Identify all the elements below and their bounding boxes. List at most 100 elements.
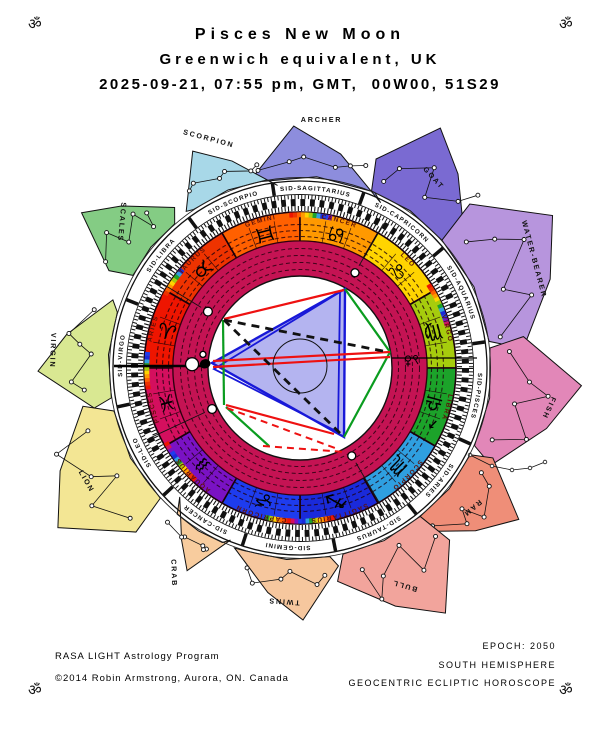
direction-arrow-icon: ↙ xyxy=(428,418,439,433)
om-symbol-top-left: ॐ xyxy=(28,15,42,33)
program-credit: RASA LIGHT Astrology Program ©2014 Robin… xyxy=(55,646,289,690)
star-dot xyxy=(478,470,484,476)
star-dot xyxy=(526,379,532,385)
om-symbol-bottom-right: ॐ xyxy=(559,681,573,699)
star-dot xyxy=(91,307,97,313)
constellation-label: SCORPION xyxy=(182,127,235,149)
star-dot xyxy=(506,349,512,354)
om-symbol-bottom-left: ॐ xyxy=(28,681,42,699)
copyright: ©2014 Robin Armstrong, Aurora, ON. Canad… xyxy=(55,673,289,684)
star-dot xyxy=(512,401,518,407)
star-dot xyxy=(278,576,284,582)
star-dot xyxy=(497,334,503,340)
star-dot xyxy=(144,210,150,216)
planet-glyphs-east xyxy=(404,355,419,367)
star-dot xyxy=(529,292,535,298)
star-dot xyxy=(381,178,387,184)
sidereal-label: SID-VIRGO xyxy=(117,334,127,377)
constellation-virgin: VIRGIN xyxy=(37,299,118,409)
star-dot xyxy=(459,506,465,512)
star-dot xyxy=(103,259,109,265)
constellation-twins: TWINS xyxy=(233,547,340,621)
star-dot xyxy=(130,211,136,217)
star-dot xyxy=(322,572,328,578)
star-dot xyxy=(359,567,365,573)
star-dot xyxy=(486,483,492,489)
star-dot xyxy=(301,154,307,160)
star-dot xyxy=(81,387,87,393)
star-dot xyxy=(380,573,386,579)
star-dot xyxy=(433,533,439,539)
star-dot xyxy=(521,237,527,242)
star-dot xyxy=(54,451,59,457)
star-dot xyxy=(363,163,369,168)
constellation-scales: SCALES xyxy=(80,202,176,276)
planet-2-dot xyxy=(199,350,207,359)
planet-1-dot xyxy=(202,306,213,317)
grand-trine-outline xyxy=(212,290,341,434)
constellation-shape xyxy=(233,547,340,621)
star-dot xyxy=(500,286,506,292)
star-dot xyxy=(489,437,495,443)
constellation-label: ARCHER xyxy=(301,115,343,124)
star-dot xyxy=(464,521,470,527)
chart-title: Pisces New Moon xyxy=(194,26,406,43)
star-dot xyxy=(89,503,95,509)
constellation-water-bearer: WATER-BEARER xyxy=(441,203,554,350)
star-dot xyxy=(249,580,255,586)
star-dot xyxy=(379,596,385,602)
star-dot xyxy=(200,543,206,549)
star-dot xyxy=(492,236,498,242)
star-dot xyxy=(88,351,94,357)
star-dot xyxy=(66,331,72,336)
star-dot xyxy=(255,167,261,173)
star-dot xyxy=(217,175,222,181)
star-dot xyxy=(421,567,427,573)
star-dot xyxy=(396,166,402,172)
constellation-label: TWINS xyxy=(267,596,300,607)
constellation-ram: RAM xyxy=(418,454,520,533)
sidereal-label: SID-GEMINI xyxy=(264,541,310,551)
star-dot xyxy=(68,379,74,385)
chart-type-label: GEOCENTRIC ECLIPTIC HOROSCOPE xyxy=(348,678,556,688)
constellation-shape xyxy=(418,454,520,533)
star-dot xyxy=(77,341,83,347)
inner-circle xyxy=(272,338,328,394)
constellation-label: CRAB xyxy=(169,559,179,587)
star-dot xyxy=(463,239,469,245)
star-dot xyxy=(286,159,292,165)
chart-header: Pisces New Moon Greenwich equivalent, UK… xyxy=(0,26,600,93)
sun-dot xyxy=(184,357,200,372)
star-dot xyxy=(422,194,428,200)
constellation-crab: CRAB xyxy=(165,496,231,587)
star-dot xyxy=(222,168,228,174)
star-dot xyxy=(127,515,133,521)
constellation-shape xyxy=(185,150,278,213)
planets xyxy=(148,223,386,513)
star-dot xyxy=(287,568,293,574)
star-dot xyxy=(248,168,254,174)
star-dot xyxy=(396,542,402,548)
constellation-shape xyxy=(337,515,451,614)
om-symbol-top-right: ॐ xyxy=(559,15,573,33)
constellation-shape xyxy=(176,496,231,572)
moon-dot xyxy=(199,359,211,369)
star-dot xyxy=(179,534,185,540)
star-dot xyxy=(200,547,206,553)
planet-3-dot xyxy=(207,403,218,415)
chart-datetime: 2025-09-21, 07:55 pm, GMT, 00W00, 51S29 xyxy=(99,76,501,93)
star-dot xyxy=(151,224,157,230)
star-dot xyxy=(126,239,132,245)
constellation-lion: LION xyxy=(54,405,161,533)
star-dot xyxy=(475,192,481,198)
star-dot xyxy=(481,514,487,520)
star-dot xyxy=(165,519,170,525)
aspect-lines xyxy=(209,286,391,453)
constellation-label: SCALES xyxy=(116,202,128,243)
hemisphere-label: SOUTH HEMISPHERE xyxy=(438,659,556,670)
epoch-label: EPOCH: 2050 xyxy=(482,641,556,651)
star-dot xyxy=(455,198,461,204)
star-dot xyxy=(104,230,110,236)
